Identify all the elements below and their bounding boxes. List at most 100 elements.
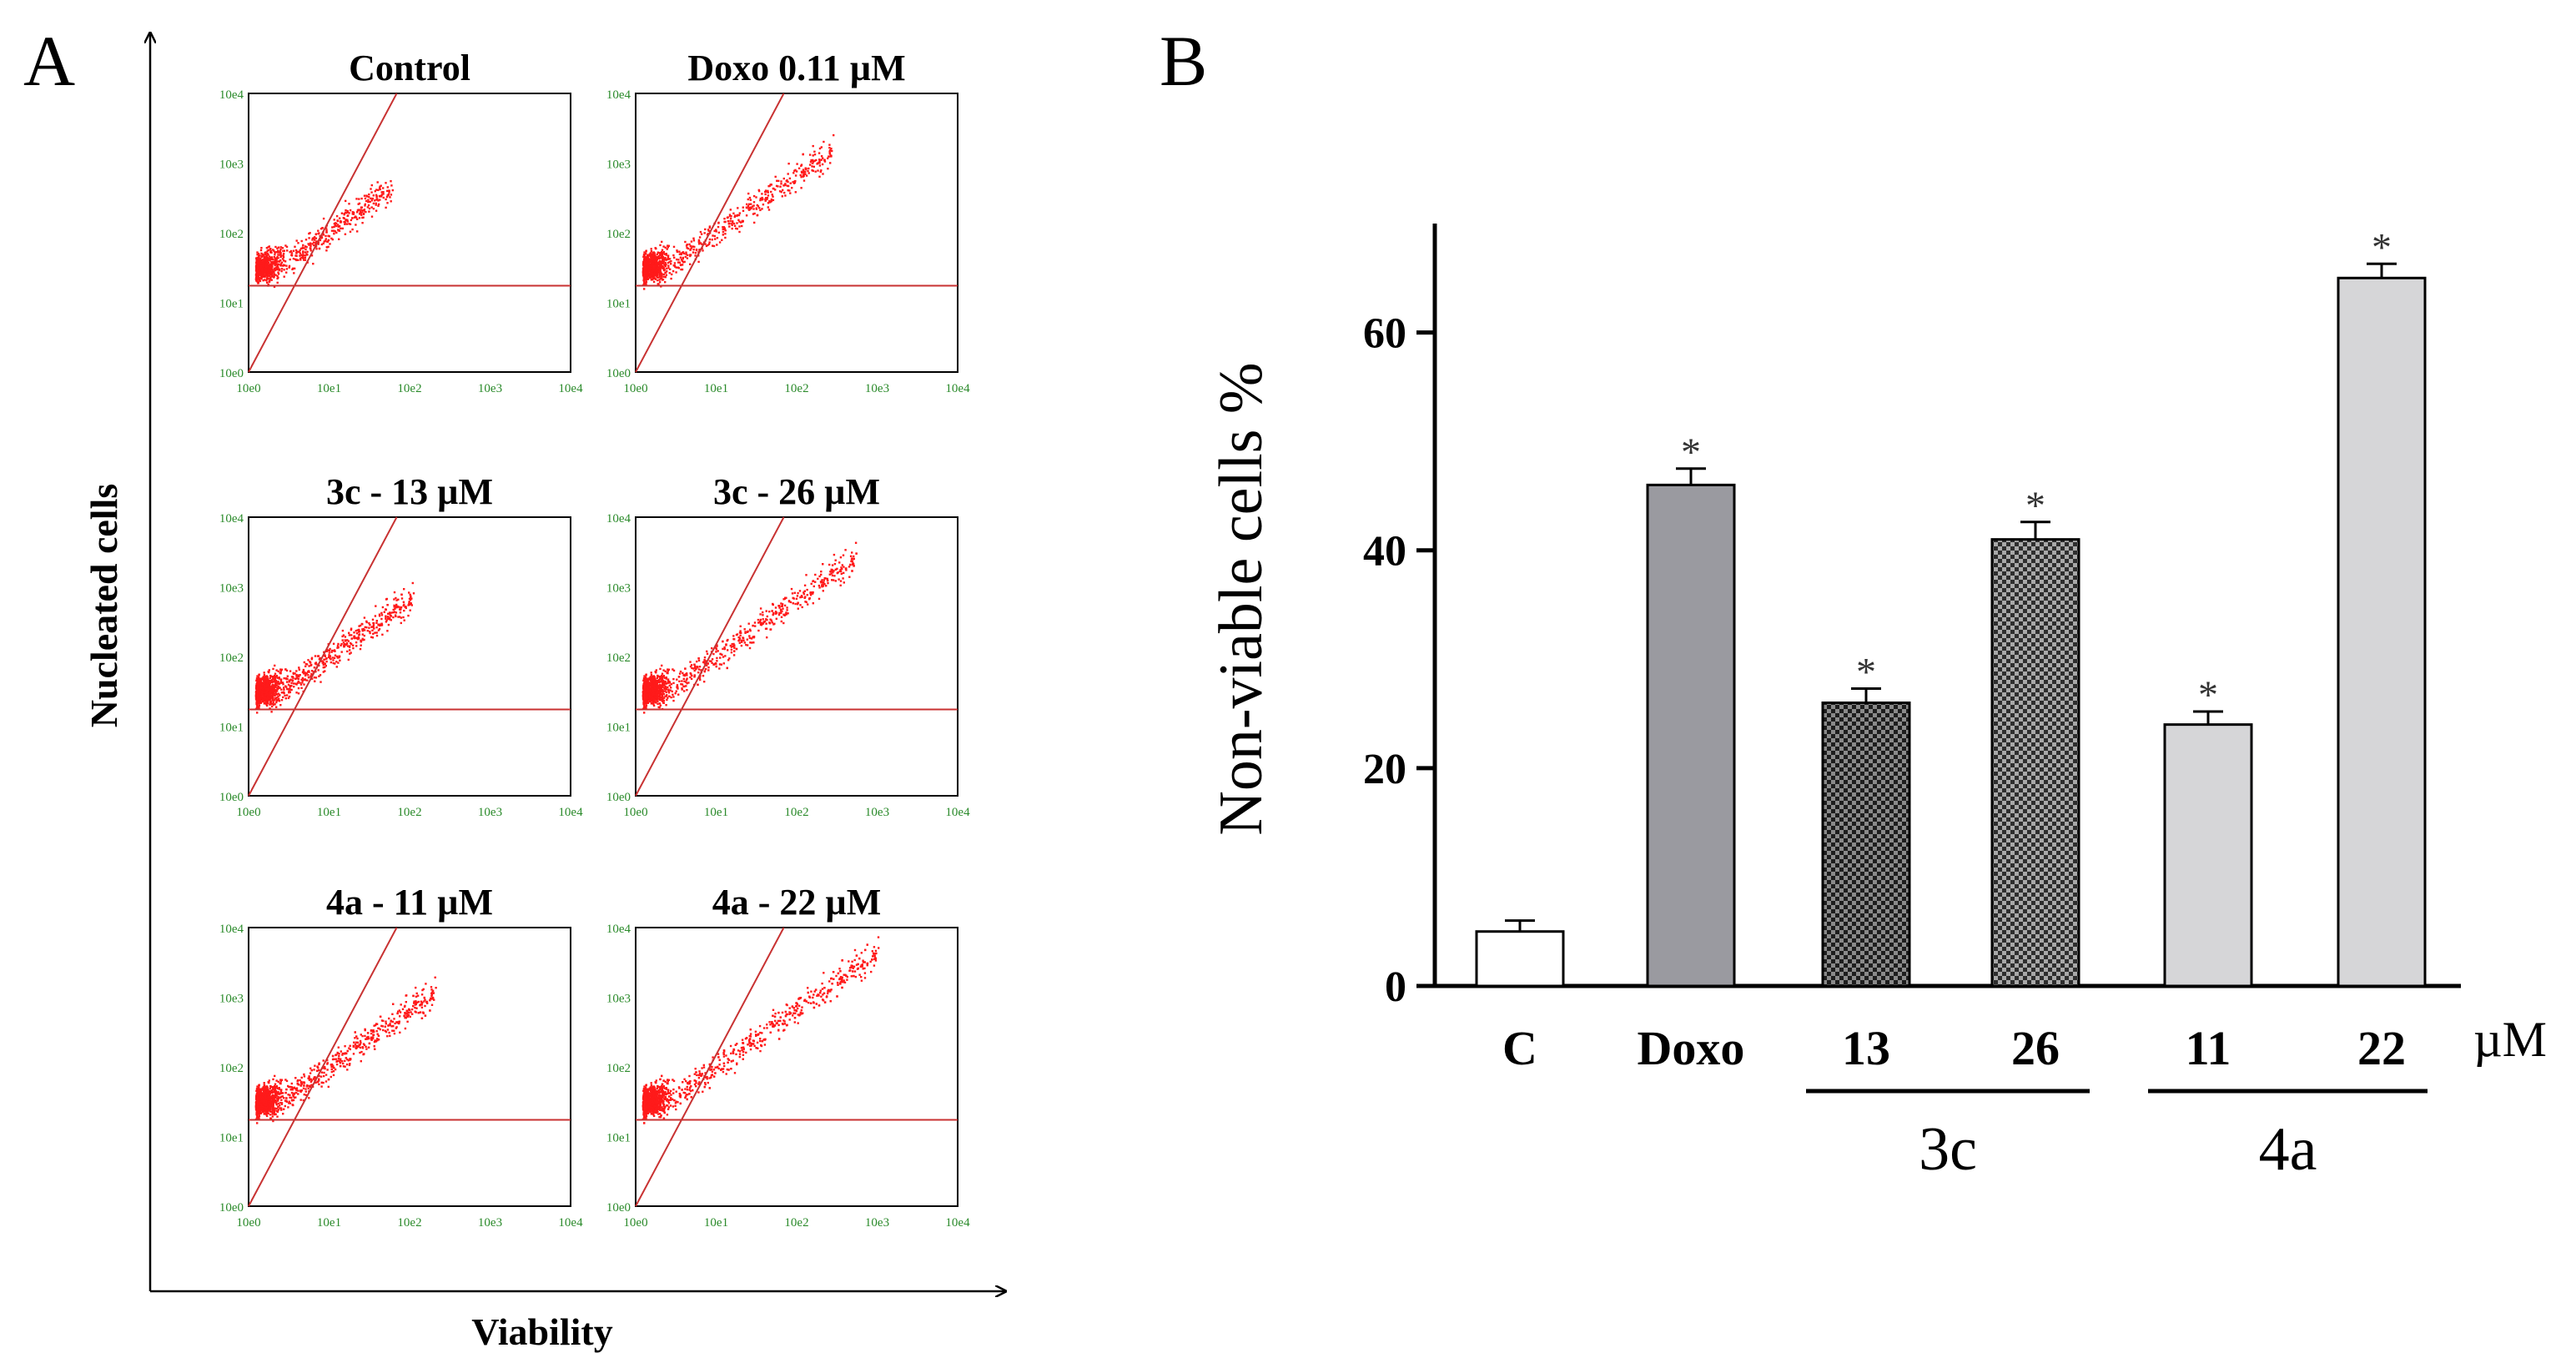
x-tick-label: 10e4 [945, 806, 970, 819]
unit-label: µM [2473, 1012, 2547, 1067]
y-tick-label: 10e2 [219, 1062, 244, 1075]
x-tick-label: 10e3 [478, 1216, 502, 1230]
x-tick-label: 10e2 [397, 1216, 421, 1230]
scatter-plot-title: 3c - 26 µM [713, 471, 880, 512]
gate-line-diagonal [635, 927, 785, 1207]
scatter-points [254, 581, 415, 714]
scatter-plot-title: Doxo 0.11 µM [687, 48, 905, 88]
y-tick-label: 0 [1385, 963, 1406, 1011]
y-tick-label: 10e0 [219, 1201, 244, 1215]
y-tick-label: 10e0 [606, 1201, 631, 1215]
significance-marker: * [1681, 430, 1701, 475]
x-tick-label: Doxo [1638, 1021, 1745, 1075]
x-tick-label: 10e4 [945, 382, 970, 395]
y-tick-label: 10e2 [219, 651, 244, 665]
y-tick-label: 10e4 [219, 88, 244, 102]
x-tick-label: 10e1 [704, 1216, 728, 1230]
scatter-plot-title: Control [349, 48, 470, 88]
y-tick-label: 10e3 [606, 158, 631, 172]
scatter-plot: 3c - 26 µM 10e0 10e0 10e1 10e1 10e2 10e2 10e3 10… [606, 471, 970, 819]
y-tick-label: 10e1 [606, 722, 631, 735]
bar [1475, 930, 1565, 988]
scatter-plot: 3c - 13 µM 10e0 10e0 10e1 10e1 10e2 10e2 10e3 10… [219, 471, 583, 819]
scatter-plot: Doxo 0.11 µM 10e0 10e0 10e1 10e1 10e2 10e2 10e3… [606, 48, 970, 395]
bar-chart: Non-viable cells % 0 20 40 60 C * Doxo * 13 * 26 * 11… [1207, 224, 2547, 1184]
y-tick-label: 10e2 [606, 651, 631, 665]
scatter-plot-frame [635, 516, 958, 797]
scatter-plot-frame [248, 927, 571, 1207]
scatter-plot-frame [248, 516, 571, 797]
x-tick-label: 11 [2186, 1021, 2231, 1075]
y-tick-label: 40 [1363, 528, 1406, 576]
x-tick-label: 10e0 [623, 806, 647, 819]
x-tick-label: 10e0 [236, 1216, 260, 1230]
y-tick-label: 10e2 [606, 1062, 631, 1075]
x-tick-label: 10e4 [558, 1216, 583, 1230]
x-tick-label: 13 [1842, 1021, 1890, 1075]
x-tick-label: 10e2 [784, 1216, 808, 1230]
y-tick-label: 10e3 [219, 158, 244, 172]
y-tick-label: 10e4 [606, 512, 631, 526]
x-tick-label: C [1502, 1021, 1537, 1075]
y-tick-label: 10e3 [606, 582, 631, 596]
y-tick-label: 20 [1363, 746, 1406, 793]
y-tick-label: 10e4 [219, 512, 244, 526]
x-tick-label: 10e1 [317, 1216, 341, 1230]
y-tick-label: 10e1 [606, 298, 631, 311]
group-label: 3c [1919, 1115, 1977, 1184]
y-tick-label: 10e0 [606, 791, 631, 804]
y-tick-label: 10e3 [219, 582, 244, 596]
scatter-points [641, 541, 858, 714]
x-tick-label: 10e2 [784, 382, 808, 395]
panel-b: B Non-viable cells % 0 20 40 60 C * Doxo * 13 * 26 *… [1160, 21, 2547, 1184]
y-tick-label: 10e0 [219, 367, 244, 380]
panel-a-y-axis-label: Nucleated cells [83, 484, 125, 728]
x-tick-label: 10e4 [558, 806, 583, 819]
x-tick-label: 10e3 [478, 382, 502, 395]
x-tick-label: 10e4 [945, 1216, 970, 1230]
y-tick-label: 10e0 [606, 367, 631, 380]
x-tick-label: 10e1 [704, 382, 728, 395]
x-tick-label: 10e1 [317, 382, 341, 395]
significance-marker: * [2025, 484, 2045, 528]
y-tick-label: 10e4 [219, 923, 244, 936]
scatter-plot-frame [635, 93, 958, 373]
panel-a-x-axis-label: Viability [471, 1310, 613, 1353]
y-tick-label: 10e4 [606, 923, 631, 936]
x-tick-label: 10e2 [397, 806, 421, 819]
x-tick-label: 10e2 [397, 382, 421, 395]
scatter-plot-title: 4a - 11 µM [326, 882, 493, 923]
scatter-plot-frame [248, 93, 571, 373]
x-tick-label: 10e0 [236, 382, 260, 395]
scatter-points [254, 180, 394, 289]
x-tick-label: 10e0 [623, 1216, 647, 1230]
x-tick-label: 10e3 [865, 806, 889, 819]
x-tick-label: 10e4 [558, 382, 583, 395]
x-tick-label: 10e0 [236, 806, 260, 819]
x-tick-label: 22 [2357, 1021, 2406, 1075]
bar [2163, 723, 2253, 988]
x-tick-label: 10e3 [865, 1216, 889, 1230]
y-tick-label: 10e4 [606, 88, 631, 102]
y-tick-label: 60 [1363, 310, 1406, 358]
y-tick-label: 10e3 [219, 993, 244, 1006]
y-tick-label: 10e1 [606, 1132, 631, 1145]
x-tick-label: 10e3 [865, 382, 889, 395]
significance-marker: * [2198, 673, 2218, 717]
x-tick-label: 10e0 [623, 382, 647, 395]
scatter-plot-title: 4a - 22 µM [712, 882, 882, 923]
scatter-points [641, 133, 835, 290]
bar [1990, 538, 2080, 988]
gate-line-diagonal [248, 516, 398, 797]
bar [1646, 483, 1736, 988]
scatter-plot: Control 10e0 10e0 10e1 10e1 10e2 10e2 10e3 10e3 1… [219, 48, 583, 395]
y-tick-label: 10e2 [606, 228, 631, 241]
x-tick-label: 10e1 [704, 806, 728, 819]
y-tick-label: 10e1 [219, 298, 244, 311]
scatter-plot-grid: Control10e010e010e110e110e210e210e310e31… [219, 48, 970, 1230]
y-tick-label: 10e3 [606, 993, 631, 1006]
gate-line-diagonal [248, 93, 398, 373]
panel-a: A Nucleated cells Viability Control10e01… [23, 21, 1005, 1353]
